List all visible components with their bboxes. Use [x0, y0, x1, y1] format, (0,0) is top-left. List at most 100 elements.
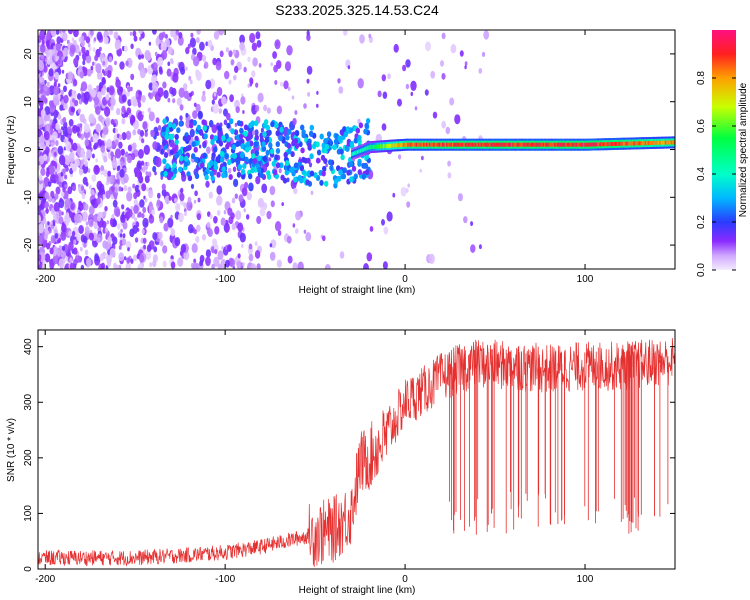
heatmap-cell	[164, 34, 168, 39]
heatmap-cell	[113, 262, 118, 269]
heatmap-cell	[545, 142, 548, 147]
heatmap-cell	[378, 144, 381, 149]
heatmap-cell	[212, 103, 219, 114]
heatmap-cell	[149, 213, 153, 219]
heatmap-cell	[196, 224, 201, 232]
heatmap-cell	[193, 199, 197, 204]
heatmap-cell	[40, 43, 46, 54]
heatmap-cell	[315, 157, 321, 164]
heatmap-cell	[88, 205, 95, 215]
heatmap-cell	[202, 54, 207, 62]
heatmap-cell	[140, 160, 145, 166]
heatmap-cell	[78, 65, 83, 73]
heatmap-cell	[84, 203, 89, 211]
heatmap-cell	[120, 148, 126, 156]
heatmap-cell	[594, 142, 597, 147]
heatmap-cell	[309, 170, 315, 177]
heatmap-cell	[93, 37, 97, 42]
heatmap-cell	[584, 142, 587, 147]
heatmap-cell	[38, 214, 41, 224]
heatmap-cell	[46, 242, 51, 250]
heatmap-cell	[226, 122, 231, 129]
heatmap-cell	[101, 78, 106, 85]
snr-frame	[37, 329, 676, 570]
heatmap-cell	[221, 172, 226, 179]
heatmap-cell	[239, 34, 246, 45]
heatmap-cell	[96, 31, 103, 41]
heatmap-cell	[163, 222, 169, 232]
heatmap-cell	[93, 164, 100, 175]
heatmap-cell	[167, 46, 173, 55]
heatmap-cell	[358, 149, 361, 154]
heatmap-cell	[171, 123, 177, 130]
heatmap-cell	[176, 127, 181, 134]
heatmap-cell	[500, 142, 503, 147]
heatmap-cell	[232, 49, 237, 55]
heatmap-cell	[470, 244, 476, 253]
heatmap-cell	[40, 167, 46, 176]
heatmap-cell	[495, 142, 498, 147]
heatmap-cell	[154, 51, 158, 57]
heatmap-cell	[299, 165, 304, 172]
heatmap-cell	[60, 177, 64, 183]
heatmap-cell	[582, 142, 586, 147]
heatmap-cell	[284, 169, 289, 176]
heatmap-cell	[269, 148, 275, 155]
heatmap-cell	[251, 130, 256, 136]
heatmap-cell	[65, 166, 69, 172]
heatmap-cell	[119, 61, 125, 70]
heatmap-cell	[447, 172, 452, 179]
heatmap-cell	[216, 185, 223, 195]
heatmap-cell	[166, 200, 169, 204]
heatmap-cell	[516, 142, 519, 147]
heatmap-cell	[418, 142, 421, 147]
heatmap-cell	[161, 130, 166, 137]
heatmap-cell	[174, 152, 179, 159]
heatmap-cell	[123, 185, 128, 192]
heatmap-cell	[460, 142, 463, 147]
heatmap-cell	[187, 43, 191, 49]
heatmap-x-tick-label: -100	[215, 274, 235, 285]
heatmap-cell	[281, 137, 286, 144]
heatmap-cell	[286, 235, 292, 244]
heatmap-cell	[81, 192, 86, 200]
heatmap-cell	[231, 223, 236, 231]
snr-y-ticks: 0 100 200 300 400	[23, 338, 675, 572]
heatmap-cell	[225, 143, 230, 150]
heatmap-y-tick-label: 10	[23, 96, 34, 108]
heatmap-cell	[287, 255, 293, 264]
heatmap-cell	[231, 197, 236, 204]
heatmap-cell	[218, 140, 224, 147]
heatmap-cell	[347, 65, 351, 70]
heatmap-cell	[489, 142, 492, 147]
heatmap-cell	[220, 217, 226, 226]
heatmap-cell	[141, 95, 146, 103]
heatmap-cell	[91, 174, 97, 182]
heatmap-cell	[110, 104, 114, 111]
heatmap-cell	[639, 141, 642, 146]
heatmap-cell	[102, 125, 109, 136]
heatmap-cell	[214, 226, 220, 235]
heatmap-cell	[121, 204, 125, 210]
heatmap-cell	[83, 242, 87, 248]
heatmap-cell	[81, 211, 88, 222]
heatmap-cell	[80, 40, 85, 47]
heatmap-cell	[561, 142, 564, 147]
heatmap-cell	[146, 187, 149, 192]
heatmap-cell	[441, 120, 447, 129]
heatmap-cell	[490, 142, 493, 147]
heatmap-cell	[215, 156, 220, 163]
heatmap-cell	[321, 170, 326, 177]
heatmap-cell	[555, 142, 558, 147]
heatmap-cell	[74, 213, 81, 224]
heatmap-cell	[38, 174, 43, 181]
heatmap-cell	[447, 160, 451, 167]
heatmap-cell	[294, 143, 300, 149]
snr-y-tick-label: 300	[23, 393, 34, 410]
heatmap-cell	[61, 69, 65, 74]
heatmap-cell	[67, 71, 74, 80]
heatmap-cell	[440, 142, 443, 147]
heatmap-cell	[450, 44, 457, 54]
heatmap-cell	[72, 142, 78, 151]
heatmap-cell	[626, 141, 629, 146]
